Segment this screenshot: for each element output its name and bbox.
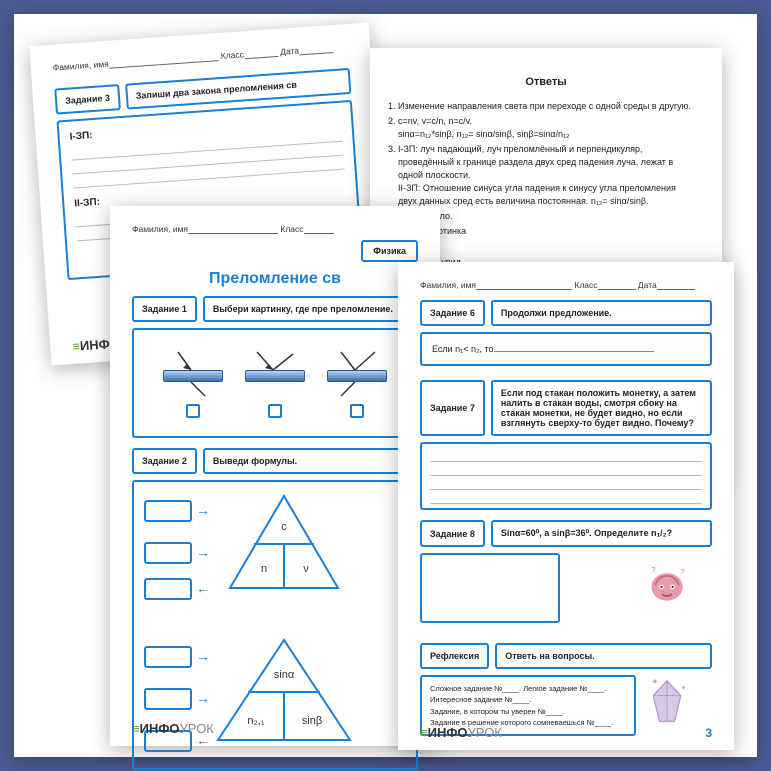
- task6-text: Если n₁< n₂, то: [432, 344, 494, 354]
- header-line: Фамилия, имя Класс: [132, 224, 418, 234]
- page-main: Фамилия, имя Класс Физика Преломление св…: [110, 206, 440, 746]
- task8-workbox[interactable]: [420, 553, 560, 623]
- answer-item: Третья картинка: [398, 225, 694, 238]
- svg-text:n: n: [261, 563, 267, 575]
- svg-text:c: c: [281, 521, 287, 533]
- task2-desc: Выведи формулы.: [203, 448, 418, 474]
- logo: ≡ИНФОУРОК: [420, 725, 502, 740]
- label-date: Дата: [280, 45, 299, 56]
- arrow-icon: →: [196, 648, 210, 664]
- label-name: Фамилия, имя: [52, 59, 109, 73]
- crystal-icon: ✦✦: [644, 675, 690, 731]
- task7-content: [420, 442, 712, 510]
- formula-triangle-2: sinα n₂,₁ sinβ: [204, 632, 364, 752]
- task1-content: [132, 328, 418, 438]
- header-line: Фамилия, имя Класс Дата: [52, 42, 348, 73]
- task6-number: Задание 6: [420, 300, 485, 326]
- arrow-icon: →: [196, 502, 210, 518]
- arrow-icon: ←: [196, 580, 210, 596]
- svg-text:sinβ: sinβ: [302, 715, 322, 727]
- answer-item: ...пер сра: [398, 240, 694, 253]
- checkbox[interactable]: [186, 404, 200, 418]
- task8-number: Задание 8: [420, 520, 485, 547]
- label-class: Класс: [220, 49, 244, 61]
- page-number: 3: [705, 726, 712, 740]
- formula-box[interactable]: [144, 646, 192, 668]
- svg-text:sinα: sinα: [274, 669, 295, 681]
- answers-title: Ответы: [392, 76, 700, 88]
- answer-item: I-ЗП: луч падающий, луч преломлённый и п…: [398, 143, 694, 208]
- logo: ≡ИНФОУРОК: [132, 721, 214, 736]
- task7-desc: Если под стакан положить монетку, а зате…: [491, 380, 712, 436]
- svg-text:?: ?: [651, 565, 655, 574]
- task6-content: Если n₁< n₂, то: [420, 332, 712, 366]
- reflex-desc: Ответь на вопросы.: [495, 643, 712, 669]
- reflex-line: Интересное задание №____.: [430, 694, 626, 705]
- task7-number: Задание 7: [420, 380, 485, 436]
- reflex-line: Задание, в котором ты уверен №____.: [430, 706, 626, 717]
- formula-box[interactable]: [144, 688, 192, 710]
- svg-text:✦: ✦: [681, 685, 686, 692]
- formula-triangle-1: c n ν: [214, 488, 354, 598]
- arrow-icon: →: [196, 690, 210, 706]
- formula-box[interactable]: [144, 578, 192, 600]
- diagram-option[interactable]: [245, 348, 305, 418]
- task6-desc: Продолжи предложение.: [491, 300, 712, 326]
- svg-text:n₂,₁: n₂,₁: [247, 715, 264, 727]
- page-front: Фамилия, имя Класс Дата Задание 6 Продол…: [398, 262, 734, 750]
- task8-desc: Sinα=60⁰, а sinβ=36⁰. Определите n₁/₂?: [491, 520, 712, 547]
- svg-text:?: ?: [681, 567, 685, 576]
- task2-number: Задание 2: [132, 448, 197, 474]
- formula-box[interactable]: [144, 542, 192, 564]
- answer-item: Мираж, гало.: [398, 210, 694, 223]
- reflex-label: Рефлексия: [420, 643, 489, 669]
- brain-icon: ??: [644, 563, 690, 609]
- diagram-option[interactable]: [327, 348, 387, 418]
- diagram-option[interactable]: [163, 348, 223, 418]
- svg-text:✦: ✦: [651, 678, 658, 687]
- header-line: Фамилия, имя Класс Дата: [420, 280, 712, 290]
- task1-desc: Выбери картинку, где пре преломление.: [203, 296, 418, 322]
- page-title: Преломление св: [132, 270, 418, 288]
- svg-text:ν: ν: [303, 563, 309, 575]
- task3-number: Задание 3: [54, 84, 120, 114]
- answer-item: Изменение направления света при переходе…: [398, 100, 694, 113]
- subject-tag: Физика: [361, 240, 418, 262]
- task1-number: Задание 1: [132, 296, 197, 322]
- formula-box[interactable]: [144, 500, 192, 522]
- reflex-line: Сложное задание №____. Легкое задание №_…: [430, 683, 626, 694]
- arrow-icon: →: [196, 544, 210, 560]
- answer-item: c=nv, v=c/n, n=c/v. sinα=n₁₂*sinβ, n₁₂= …: [398, 115, 694, 141]
- checkbox[interactable]: [350, 404, 364, 418]
- checkbox[interactable]: [268, 404, 282, 418]
